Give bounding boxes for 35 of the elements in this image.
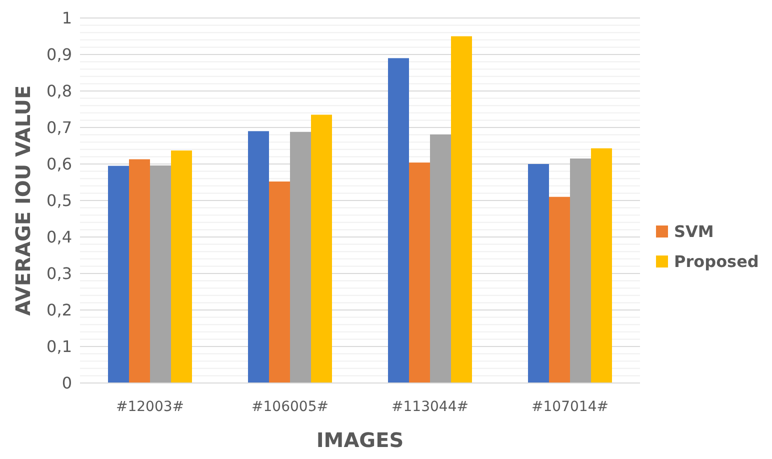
bar	[171, 150, 192, 383]
bar	[570, 158, 591, 383]
y-tick-label: 0,2	[46, 300, 72, 320]
x-tick-label: #106005#	[252, 399, 328, 415]
y-tick-label: 0,5	[46, 191, 72, 210]
bar	[528, 164, 549, 383]
y-tick-label: 1	[62, 8, 72, 28]
bar	[108, 166, 129, 383]
bar	[129, 159, 150, 383]
bar	[150, 165, 171, 383]
y-tick-label: 0,9	[46, 45, 72, 64]
bar	[591, 148, 612, 383]
y-tick-label: 0,1	[46, 337, 72, 356]
bar	[388, 58, 409, 383]
legend-label: SVM	[674, 222, 714, 242]
y-tick-label: 0	[62, 374, 72, 393]
bar	[311, 114, 332, 383]
y-tick-label: 0,3	[46, 264, 72, 284]
bar	[451, 36, 472, 383]
bar	[269, 182, 290, 383]
y-tick-label: 0,8	[46, 82, 72, 101]
x-tick-label: #113044#	[392, 399, 468, 415]
bar	[248, 131, 269, 383]
y-tick-label: 0,7	[46, 118, 72, 138]
legend-label: Proposed	[674, 252, 759, 272]
x-tick-label: #12003#	[116, 399, 184, 415]
x-axis-title: IMAGES	[316, 428, 404, 452]
bar	[430, 134, 451, 383]
y-tick-label: 0,4	[46, 228, 72, 247]
bar	[549, 196, 570, 383]
y-tick-label: 0,6	[46, 154, 72, 174]
x-tick-label: #107014#	[532, 399, 608, 415]
bar	[409, 162, 430, 383]
y-axis-title: AVERAGE IOU VALUE	[11, 85, 35, 316]
bar	[290, 132, 311, 383]
